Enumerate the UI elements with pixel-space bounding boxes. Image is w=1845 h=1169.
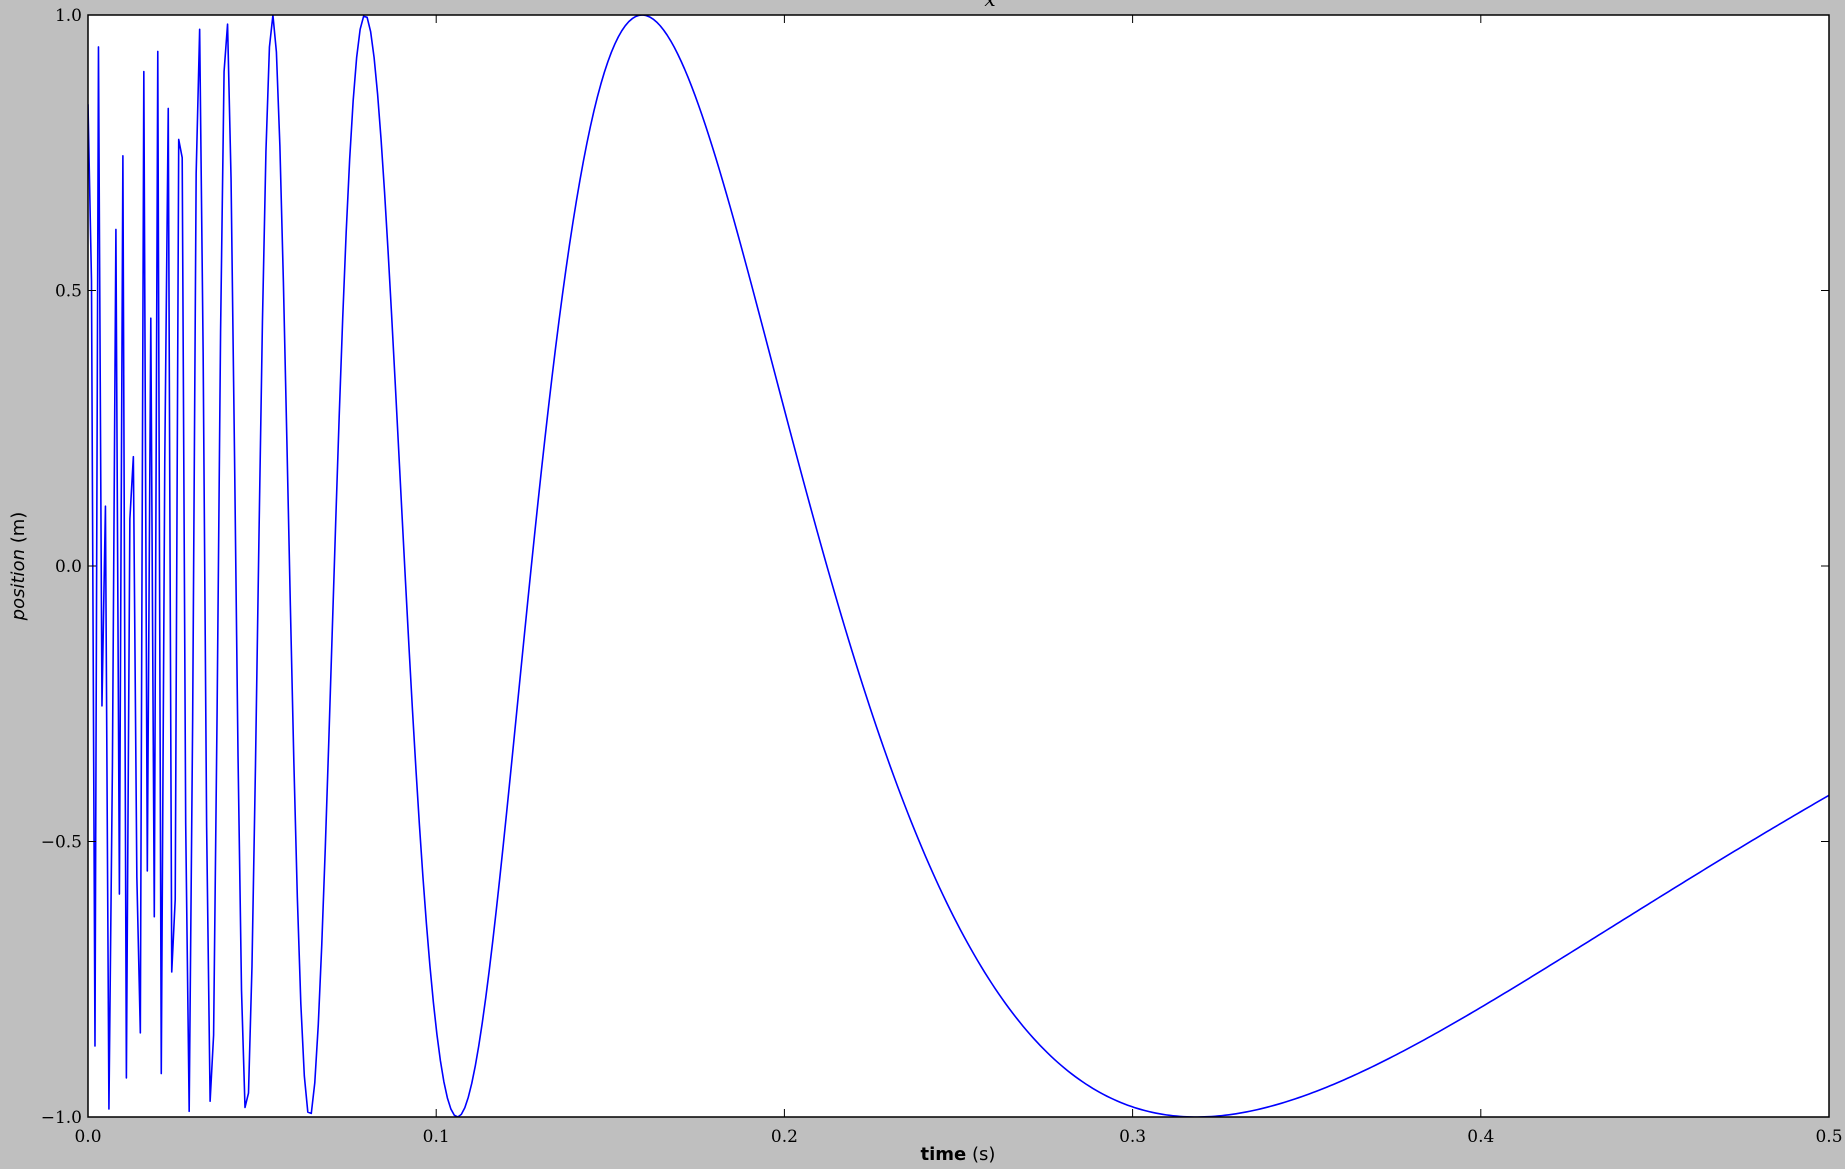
- y-tick-label: −1.0: [41, 1108, 82, 1128]
- x-tick-label: 0.2: [771, 1127, 798, 1147]
- y-tick-label: 0.5: [55, 282, 82, 302]
- x-tick-label: 0.0: [74, 1127, 101, 1147]
- y-axis-label-unit: (m): [8, 512, 29, 544]
- y-tick-label: 1.0: [55, 6, 82, 26]
- y-axis-label-name: position: [8, 549, 29, 621]
- x-tick-label: 0.4: [1467, 1127, 1494, 1147]
- y-tick-label: −0.5: [41, 833, 82, 853]
- chart-title: x: [984, 0, 995, 11]
- x-axis-label-unit: (s): [972, 1144, 995, 1165]
- x-tick-label: 0.5: [1815, 1127, 1842, 1147]
- x-axis-label-name: time: [921, 1144, 967, 1165]
- x-tick-label: 0.1: [423, 1127, 450, 1147]
- y-axis-label: position (m): [8, 512, 29, 622]
- x-tick-label: 0.3: [1119, 1127, 1146, 1147]
- y-tick-label: 0.0: [55, 557, 82, 577]
- x-axis-label: time (s): [921, 1144, 996, 1165]
